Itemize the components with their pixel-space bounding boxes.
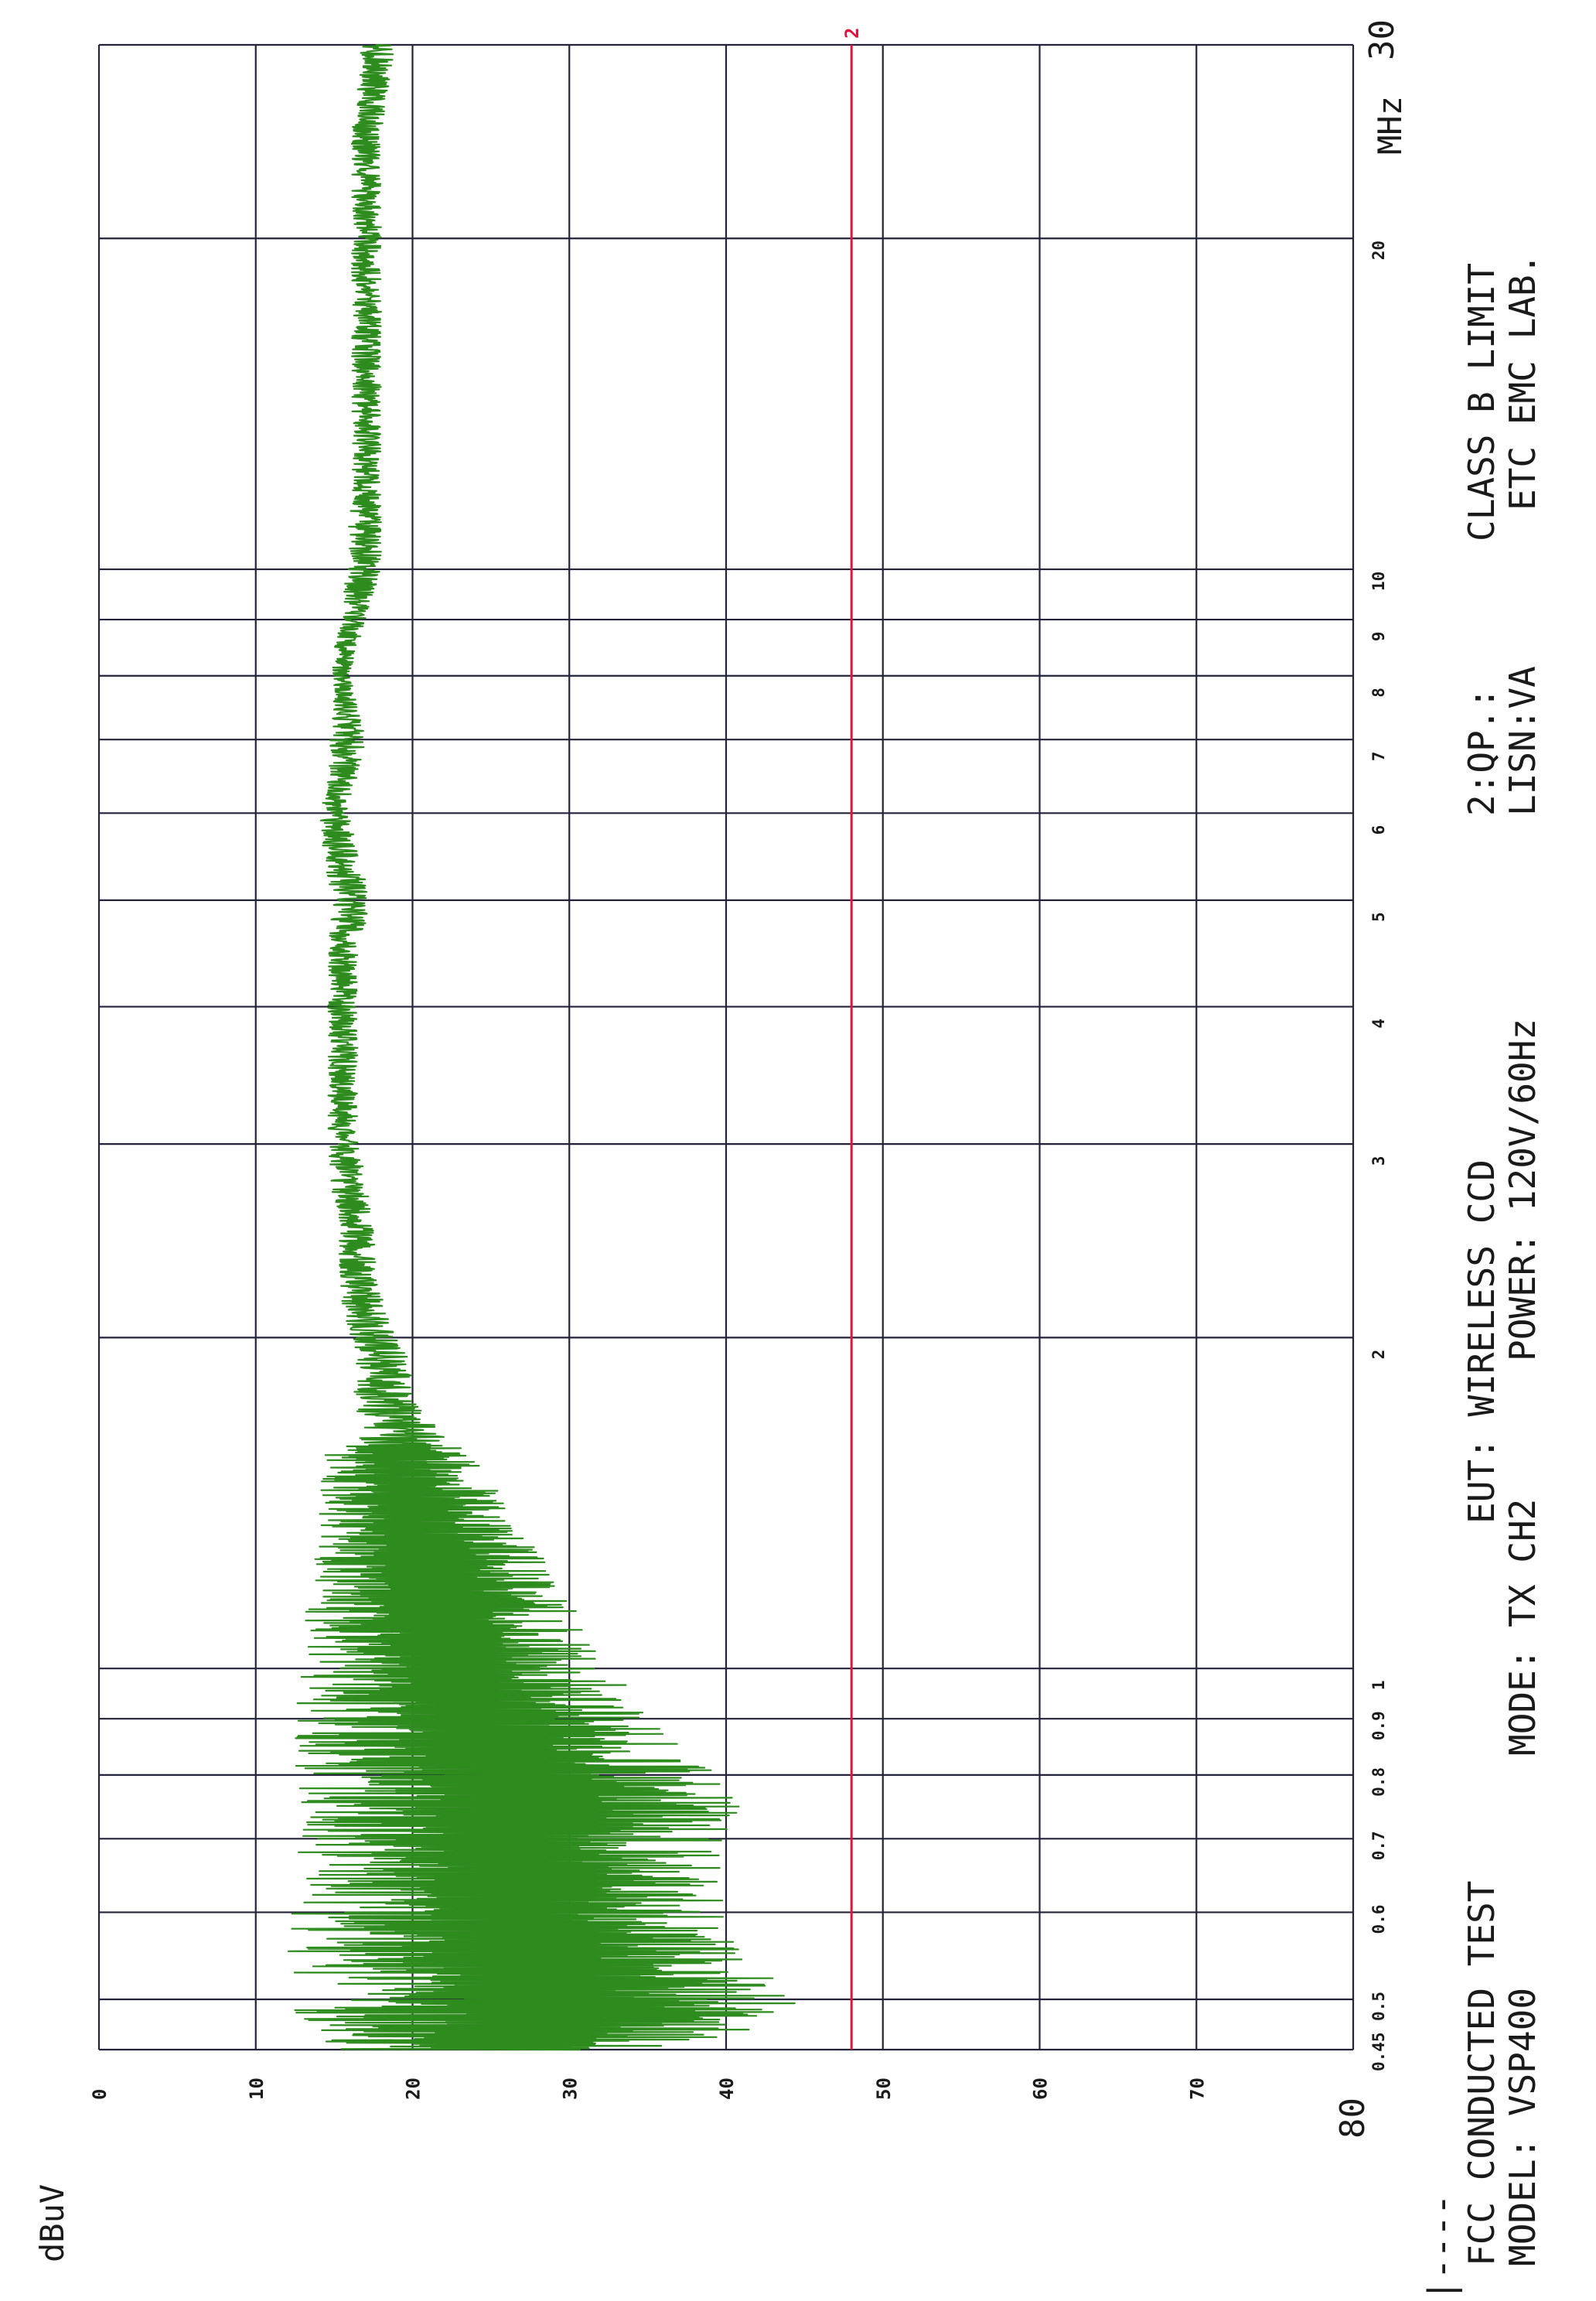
lisn-text: LISN:VA xyxy=(1502,666,1543,816)
x-tick-label: 3 xyxy=(1369,1156,1388,1166)
x-tick-label: 0.8 xyxy=(1369,1767,1388,1797)
x-tick-label: 0.7 xyxy=(1369,1831,1388,1860)
x-tick-label: 1 xyxy=(1369,1681,1388,1691)
y-tick-label: 50 xyxy=(873,2077,895,2100)
y-tick-label: 30 xyxy=(559,2077,581,2100)
x-tick-label: 6 xyxy=(1369,825,1388,835)
x-tick-label: 0.5 xyxy=(1369,1992,1388,2021)
y-tick-label: 20 xyxy=(403,2077,425,2100)
x-tick-label: 4 xyxy=(1369,1019,1388,1029)
y-tick-label: 40 xyxy=(716,2077,738,2100)
x-tick-label: 0.6 xyxy=(1369,1905,1388,1934)
plot-area: 0.45 0.5 0.6 0.7 0.8 0.9 1 2 3 4 5 6 7 8 9 10 20 30 0 10 20 3… xyxy=(89,19,1402,2139)
x-tick-label: 30 xyxy=(1362,19,1402,60)
x-tick-label: 0.45 xyxy=(1369,2032,1388,2071)
power-text: POWER: 120V/60Hz xyxy=(1502,1019,1543,1361)
y-axis-label: dBuV xyxy=(33,2184,71,2262)
x-tick-label: 8 xyxy=(1369,688,1388,698)
legend-marker: |---- xyxy=(1420,2194,1463,2301)
model-text: MODEL: VSP400 xyxy=(1502,1988,1543,2266)
limit-class-text: CLASS B LIMIT xyxy=(1461,263,1502,541)
limit-line-label: 2 xyxy=(841,28,863,39)
y-tick-label: 0 xyxy=(89,2089,111,2100)
lab-text: ETC EMC LAB. xyxy=(1502,254,1543,510)
x-tick-label: 9 xyxy=(1369,631,1388,641)
y-tick-label: 70 xyxy=(1186,2077,1208,2100)
x-tick-label: 0.9 xyxy=(1369,1711,1388,1740)
x-axis-unit-label: MHz xyxy=(1371,96,1409,155)
x-tick-label: 10 xyxy=(1369,572,1388,591)
title-text: FCC CONDUCTED TEST xyxy=(1461,1881,1502,2267)
detector-text: 2:QP.: xyxy=(1461,688,1502,816)
y-tick-label: 80 xyxy=(1333,2098,1373,2139)
x-tick-label: 20 xyxy=(1369,241,1388,260)
eut-text: EUT: WIRELESS CCD xyxy=(1461,1159,1502,1524)
x-tick-label: 2 xyxy=(1369,1350,1388,1360)
emission-trace xyxy=(287,43,796,2051)
x-tick-label: 7 xyxy=(1369,752,1388,762)
mode-text: MODE: TX CH2 xyxy=(1502,1499,1543,1756)
y-tick-label: 10 xyxy=(246,2077,268,2100)
y-tick-label: 60 xyxy=(1030,2077,1052,2100)
x-tick-label: 5 xyxy=(1369,912,1388,922)
